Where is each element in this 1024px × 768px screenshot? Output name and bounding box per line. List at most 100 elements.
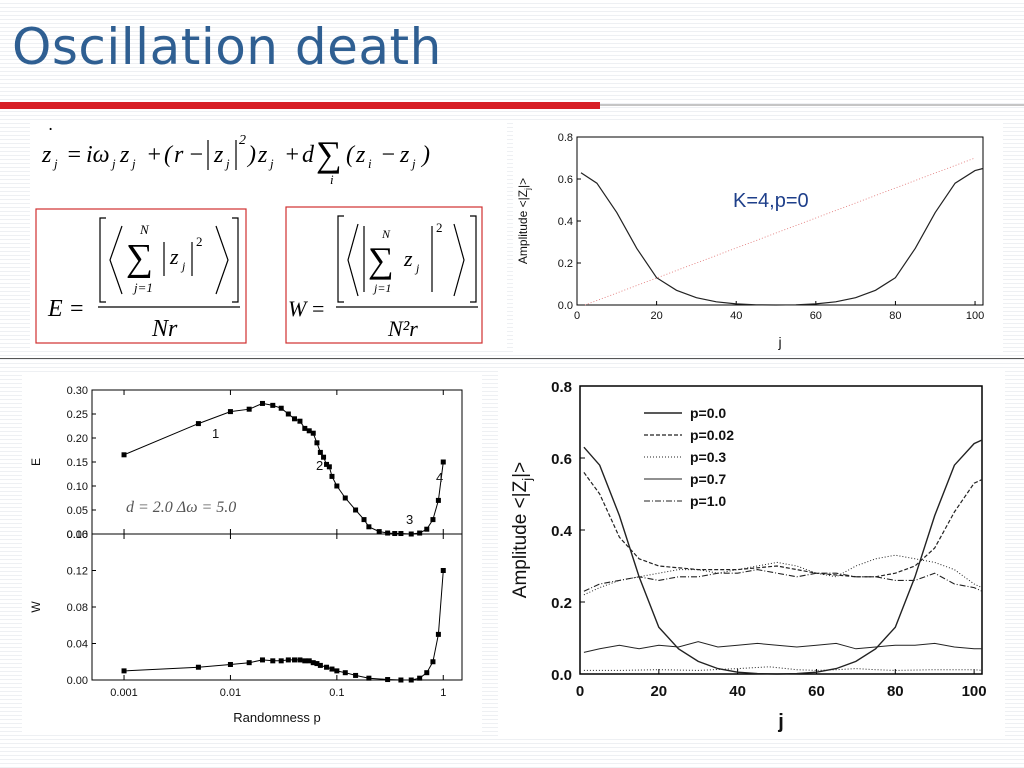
- energy-sum-lower: j=1: [132, 280, 153, 295]
- e-series-point: [385, 530, 391, 536]
- e-series-point: [195, 421, 201, 427]
- y-tick-label: 0.30: [67, 385, 88, 397]
- x-tick-label: 60: [810, 310, 822, 322]
- w-series-point: [259, 657, 265, 663]
- e-series-point: [227, 409, 233, 415]
- svg-text:j: j: [180, 259, 186, 273]
- e-series-point: [259, 400, 265, 406]
- y-tick-label: 0.4: [558, 216, 573, 228]
- plot-frame: [576, 136, 984, 306]
- y-axis-label: E: [29, 458, 43, 466]
- e-series-point: [317, 449, 323, 455]
- svg-text:=: =: [66, 142, 82, 168]
- e-series-point: [440, 459, 446, 465]
- chart-amplitude-p-svg: 0 20 40 60 80 100 0.0 0.2 0.4 0.6 0.8 p=0.0 p=0.02 p=…: [510, 379, 987, 733]
- e-series-point: [306, 428, 312, 434]
- e-series-point: [292, 416, 298, 422]
- y-tick-label: 0.20: [67, 433, 88, 445]
- svg-text:z: z: [257, 142, 268, 168]
- w-series-point: [342, 670, 348, 676]
- w-series-point: [334, 668, 340, 674]
- w-series-point: [246, 660, 252, 666]
- svg-text:iω: iω: [86, 142, 110, 168]
- title-rule-grey: [600, 104, 1024, 106]
- x-tick-label: 100: [966, 310, 984, 322]
- y-tick-label: 0.6: [551, 451, 572, 468]
- y-tick-label: 0.08: [67, 602, 88, 614]
- legend-label: p=0.0: [690, 405, 726, 421]
- y-tick-label: 0.0: [551, 667, 572, 684]
- energy-box: [35, 208, 247, 344]
- svg-text:j: j: [268, 156, 274, 171]
- chart-k4-p0: 0 20 40 60 80 100 0.0 0.2 0.4 0.6 0.8 K=4,p=0 j Ampli…: [513, 123, 1003, 353]
- x-tick-label: 40: [730, 310, 742, 322]
- svg-text:): ): [420, 142, 430, 168]
- e-series-point: [321, 454, 327, 460]
- e-series-point: [361, 517, 367, 523]
- w-denominator: N²r: [387, 316, 418, 341]
- y-tick-label: 0.2: [551, 595, 572, 612]
- slide-title: Oscillation death: [12, 18, 442, 76]
- w-series-point: [302, 658, 308, 664]
- title-rule-red: [0, 102, 600, 109]
- y-tick-label: 0.8: [551, 379, 572, 396]
- svg-text:z: z: [213, 142, 224, 168]
- x-tick-label: 80: [887, 683, 904, 700]
- w-label: W: [288, 296, 308, 321]
- x-axis-label: j: [777, 711, 784, 733]
- y-tick-label: 0.25: [67, 409, 88, 421]
- w-series-point: [270, 658, 276, 664]
- e-series-point: [424, 526, 430, 532]
- svg-text:z: z: [355, 142, 366, 168]
- region-label: 1: [212, 426, 219, 441]
- w-series-point: [306, 658, 312, 664]
- e-series-point: [366, 524, 372, 530]
- e-series-point: [297, 418, 303, 424]
- plot-frame: [579, 385, 983, 675]
- chart-k4-p0-svg: 0 20 40 60 80 100 0.0 0.2 0.4 0.6 0.8 K=4,p=0 j Ampli…: [516, 132, 984, 350]
- svg-text:−: −: [380, 142, 396, 168]
- svg-text:˙: ˙: [46, 124, 53, 146]
- x-tick-label: 0: [576, 683, 584, 700]
- y-tick-label: 0.4: [551, 523, 573, 540]
- w-series-point: [398, 677, 404, 683]
- svg-text:d: d: [302, 142, 315, 168]
- svg-text:i: i: [368, 156, 372, 171]
- main-equation: z ˙ j = iω j z j + ( r − z j 2 ) z j + d…: [41, 124, 430, 187]
- w-series-point: [195, 664, 201, 670]
- w-series-point: [424, 670, 430, 676]
- chart-amplitude-p: 0 20 40 60 80 100 0.0 0.2 0.4 0.6 0.8 p=0.0 p=0.02 p=…: [498, 370, 1005, 738]
- w-series-point: [385, 677, 391, 683]
- y-tick-label: 0.8: [558, 132, 573, 144]
- w-sum-upper: N: [381, 227, 391, 241]
- x-tick-label: 80: [889, 310, 901, 322]
- legend-label: p=0.7: [690, 471, 726, 487]
- y-tick-label: 0.04: [67, 639, 88, 651]
- e-series-point: [314, 440, 320, 446]
- svg-text:r: r: [174, 142, 184, 168]
- y-tick-label: 0.00: [67, 529, 88, 541]
- e-series-point: [435, 497, 441, 503]
- svg-text:=: =: [312, 296, 324, 321]
- legend-label: p=0.02: [690, 427, 734, 443]
- series-line: [583, 641, 982, 653]
- region-label: 3: [406, 512, 413, 527]
- svg-text:j: j: [130, 156, 136, 171]
- e-series-point: [278, 405, 284, 411]
- w-series-point: [366, 675, 372, 681]
- svg-text:(: (: [164, 142, 174, 168]
- energy-denominator: Nr: [151, 316, 178, 342]
- e-series-point: [302, 425, 308, 431]
- y-tick-label: 0.6: [558, 174, 573, 186]
- w-series-point: [417, 675, 423, 681]
- w-series-point: [314, 661, 320, 667]
- w-series-point: [310, 660, 316, 666]
- energy-equation: E = N ∑ j=1 z j 2 Nr: [47, 217, 240, 342]
- w-series-point: [121, 668, 127, 674]
- series-line: [583, 472, 983, 578]
- y-tick-label: 0.10: [67, 481, 88, 493]
- energy-sum-upper: N: [139, 222, 150, 237]
- e-series-point: [270, 402, 276, 408]
- plot-frame: [91, 533, 463, 681]
- parameter-annotation: d = 2.0 Δω = 5.0: [126, 499, 236, 516]
